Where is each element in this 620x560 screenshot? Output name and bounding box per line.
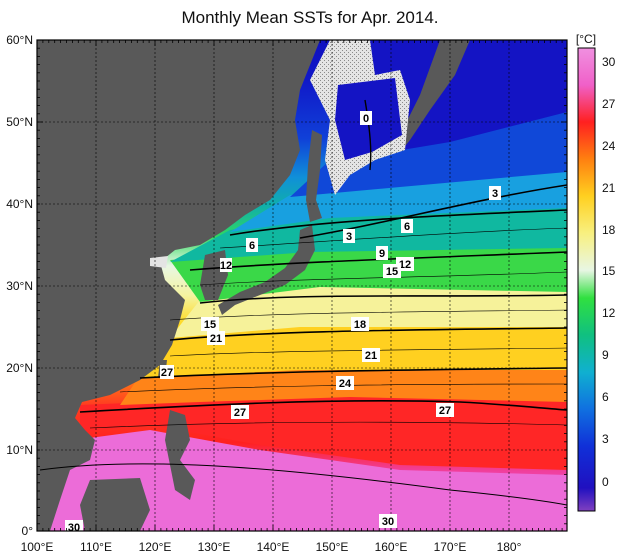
lon-label: 130°E [198, 540, 231, 554]
lat-label: 30°N [6, 279, 33, 293]
colorbar-tick: 3 [602, 432, 609, 446]
contour-label: 15 [201, 317, 219, 331]
svg-text:18: 18 [354, 319, 366, 331]
contour-label: 0 [360, 111, 372, 125]
svg-text:12: 12 [220, 260, 232, 272]
colorbar-tick: 15 [602, 264, 616, 278]
colorbar-scale [577, 47, 596, 512]
svg-text:15: 15 [386, 266, 398, 278]
contour-label: 15 [383, 264, 401, 278]
colorbar-unit: [°C] [576, 32, 596, 46]
svg-text:6: 6 [249, 240, 255, 252]
lon-label: 150°E [316, 540, 349, 554]
lat-label: 10°N [6, 443, 33, 457]
lon-label: 180° [497, 540, 522, 554]
contour-label: 6 [401, 219, 413, 233]
svg-text:30: 30 [382, 516, 394, 528]
map-title: Monthly Mean SSTs for Apr. 2014. [181, 8, 439, 27]
contour-label: 21 [207, 331, 225, 345]
contour-label: 3 [343, 229, 355, 243]
colorbar-tick: 27 [602, 97, 616, 111]
svg-text:27: 27 [161, 367, 173, 379]
contour-label: 9 [376, 246, 388, 260]
colorbar-tick: 18 [602, 223, 616, 237]
lon-label: 100°E [21, 540, 54, 554]
contour-label: 27 [231, 405, 249, 419]
contour-label: 30 [379, 514, 397, 528]
latitude-labels: 60°N 50°N 40°N 30°N 20°N 10°N 0° [6, 33, 33, 538]
land [37, 40, 470, 531]
frame-ticks [36, 39, 567, 531]
svg-text:24: 24 [339, 378, 352, 390]
lon-label: 120°E [139, 540, 172, 554]
contour-label: 30 [65, 520, 83, 534]
svg-text:21: 21 [210, 333, 222, 345]
svg-text:27: 27 [234, 407, 246, 419]
contour-label: 12 [220, 258, 232, 272]
colorbar-tick: 30 [602, 55, 616, 69]
colorbar-tick: 0 [602, 475, 609, 489]
svg-text:3: 3 [346, 231, 352, 243]
lat-label: 40°N [6, 197, 33, 211]
svg-text:15: 15 [204, 319, 216, 331]
longitude-labels: 100°E 110°E 120°E 130°E 140°E 150°E 160°… [21, 540, 522, 554]
contour-label: 21 [362, 348, 380, 362]
svg-text:3: 3 [492, 188, 498, 200]
colorbar-tick: 21 [602, 181, 616, 195]
svg-text:27: 27 [439, 405, 451, 417]
lat-label: 50°N [6, 115, 33, 129]
lon-label: 160°E [375, 540, 408, 554]
lon-label: 140°E [257, 540, 290, 554]
contour-label: 3 [489, 186, 501, 200]
contour-label: 18 [351, 317, 369, 331]
colorbar-tick: 9 [602, 348, 609, 362]
colorbar-tick: 6 [602, 390, 609, 404]
contour-labels: 0 3 3 6 6 9 12 15 12 15 18 21 21 24 27 2… [65, 111, 501, 534]
svg-text:6: 6 [404, 221, 410, 233]
lon-label: 170°E [434, 540, 467, 554]
svg-text:12: 12 [399, 259, 411, 271]
graticule [37, 40, 567, 531]
contour-label: 24 [336, 376, 354, 390]
colorbar-tick: 24 [602, 139, 616, 153]
lat-label: 0° [22, 524, 34, 538]
contour-label: 27 [436, 403, 454, 417]
colorbar: [°C] 30 27 24 21 18 15 12 9 6 3 0 [576, 32, 616, 512]
lat-label: 20°N [6, 361, 33, 375]
lon-label: 110°E [80, 540, 112, 554]
svg-text:9: 9 [379, 248, 385, 260]
svg-text:21: 21 [365, 350, 377, 362]
svg-text:0: 0 [363, 113, 369, 125]
lat-label: 60°N [6, 33, 33, 47]
colorbar-tick: 12 [602, 306, 616, 320]
map-frame [36, 39, 568, 532]
contour-label: 6 [246, 238, 258, 252]
contour-label: 27 [160, 365, 174, 379]
